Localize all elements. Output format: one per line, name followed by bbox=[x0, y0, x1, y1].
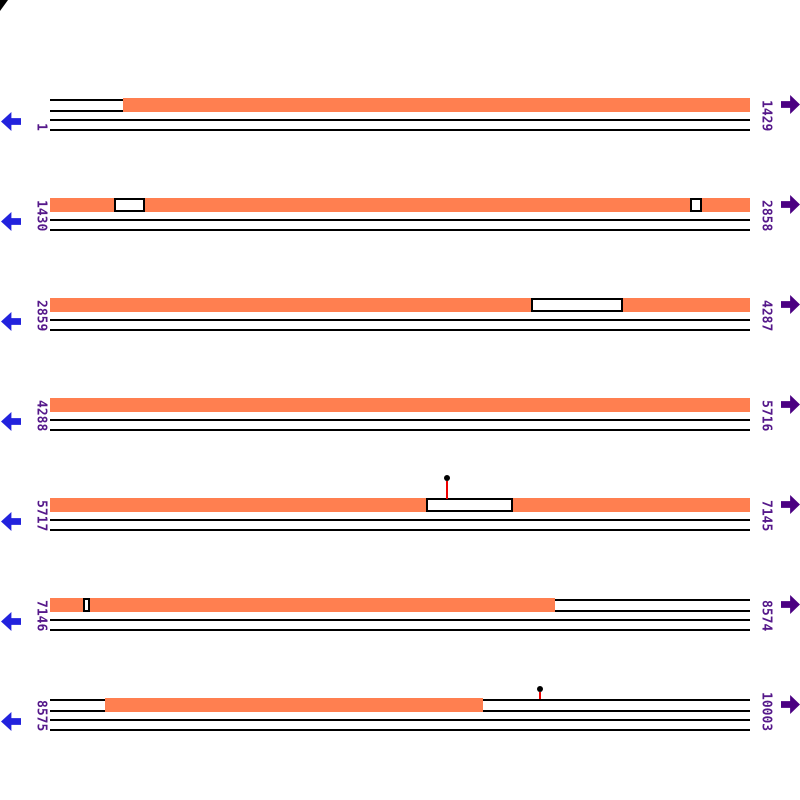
feature-bar[interactable] bbox=[50, 498, 426, 512]
end-coordinate-label: 7145 bbox=[758, 490, 774, 531]
frame-line bbox=[50, 419, 750, 421]
feature-bar[interactable] bbox=[145, 198, 690, 212]
sequence-row: 7146 8574 bbox=[1, 595, 800, 631]
start-coordinate-label-text: 4288 bbox=[33, 399, 49, 431]
start-coordinate-label-text: 8575 bbox=[33, 699, 49, 731]
end-coordinate-label: 8574 bbox=[758, 590, 774, 631]
scroll-right-arrow-button[interactable] bbox=[781, 95, 800, 114]
scroll-left-arrow-button[interactable] bbox=[1, 412, 21, 431]
sequence-row: 5717 7145 bbox=[1, 475, 800, 531]
end-coordinate-label-text: 1429 bbox=[758, 99, 774, 131]
marker-dot[interactable] bbox=[537, 686, 543, 692]
start-coordinate-label-text: 2859 bbox=[33, 299, 49, 331]
feature-gap-box[interactable] bbox=[114, 198, 145, 212]
feature-bar[interactable] bbox=[105, 698, 483, 712]
end-coordinate-label-text: 7145 bbox=[758, 499, 774, 531]
frame-line bbox=[50, 429, 750, 431]
start-coordinate-label: 8575 bbox=[33, 690, 49, 731]
marker-dot[interactable] bbox=[444, 475, 450, 481]
scroll-left-arrow-button[interactable] bbox=[1, 112, 21, 131]
scroll-right-arrow-button[interactable] bbox=[781, 295, 800, 314]
end-coordinate-label: 5716 bbox=[758, 390, 774, 431]
marker-stem bbox=[446, 481, 448, 499]
frame-line bbox=[50, 229, 750, 231]
end-coordinate-label-text: 10003 bbox=[758, 691, 774, 731]
scroll-left-arrow-button[interactable] bbox=[1, 612, 21, 631]
feature-gap-box[interactable] bbox=[426, 498, 513, 512]
sequence-row: 1 1429 bbox=[1, 95, 800, 131]
feature-bar[interactable] bbox=[50, 198, 114, 212]
feature-bar[interactable] bbox=[50, 598, 83, 612]
scroll-left-arrow-button[interactable] bbox=[1, 712, 21, 731]
frame-line bbox=[50, 119, 750, 121]
end-coordinate-label-text: 5716 bbox=[758, 399, 774, 431]
frame-line bbox=[50, 219, 750, 221]
end-coordinate-label: 1429 bbox=[758, 90, 774, 131]
feature-bar[interactable] bbox=[123, 98, 750, 112]
scroll-right-arrow-button[interactable] bbox=[781, 395, 800, 414]
frame-line bbox=[50, 629, 750, 631]
feature-bar[interactable] bbox=[90, 598, 555, 612]
start-coordinate-label: 4288 bbox=[33, 390, 49, 431]
start-coordinate-label-text: 1 bbox=[33, 123, 49, 131]
scroll-right-arrow-button[interactable] bbox=[781, 595, 800, 614]
start-coordinate-label-text: 1430 bbox=[33, 199, 49, 231]
sequence-row: 4288 5716 bbox=[1, 395, 800, 431]
end-coordinate-label: 2858 bbox=[758, 190, 774, 231]
sequence-row: 2859 4287 bbox=[1, 295, 800, 331]
scroll-left-arrow-button[interactable] bbox=[1, 212, 21, 231]
frame-line bbox=[50, 129, 750, 131]
frame-line bbox=[50, 329, 750, 331]
sequence-row: 1430 2858 bbox=[1, 195, 800, 231]
start-coordinate-label: 2859 bbox=[33, 290, 49, 331]
end-coordinate-label: 4287 bbox=[758, 290, 774, 331]
frame-line bbox=[50, 529, 750, 531]
end-coordinate-label-text: 8574 bbox=[758, 599, 774, 631]
scroll-left-arrow-button[interactable] bbox=[1, 512, 21, 531]
scroll-right-arrow-button[interactable] bbox=[781, 695, 800, 714]
feature-bar[interactable] bbox=[702, 198, 750, 212]
frame-line bbox=[50, 729, 750, 731]
start-coordinate-label: 5717 bbox=[33, 490, 49, 531]
scroll-right-arrow-button[interactable] bbox=[781, 195, 800, 214]
frame-line bbox=[50, 619, 750, 621]
sequence-row: 8575 10003 bbox=[1, 686, 800, 731]
frame-line bbox=[50, 519, 750, 521]
scroll-right-arrow-button[interactable] bbox=[781, 495, 800, 514]
feature-bar[interactable] bbox=[623, 298, 750, 312]
feature-bar[interactable] bbox=[50, 398, 750, 412]
scroll-left-arrow-button[interactable] bbox=[1, 312, 21, 331]
mouse-pointer-fragment bbox=[0, 0, 8, 11]
feature-gap-box[interactable] bbox=[83, 598, 90, 612]
feature-gap-box[interactable] bbox=[531, 298, 623, 312]
feature-bar[interactable] bbox=[513, 498, 750, 512]
feature-gap-box[interactable] bbox=[690, 198, 702, 212]
marker-stem bbox=[539, 692, 541, 699]
end-coordinate-label-text: 4287 bbox=[758, 299, 774, 331]
feature-bar[interactable] bbox=[50, 298, 531, 312]
start-coordinate-label: 7146 bbox=[33, 590, 49, 631]
start-coordinate-label: 1430 bbox=[33, 190, 49, 231]
end-coordinate-label: 10003 bbox=[758, 690, 774, 731]
frame-line bbox=[50, 319, 750, 321]
end-coordinate-label-text: 2858 bbox=[758, 199, 774, 231]
start-coordinate-label-text: 5717 bbox=[33, 499, 49, 531]
frame-line bbox=[50, 719, 750, 721]
start-coordinate-label-text: 7146 bbox=[33, 599, 49, 631]
start-coordinate-label: 1 bbox=[33, 90, 49, 131]
